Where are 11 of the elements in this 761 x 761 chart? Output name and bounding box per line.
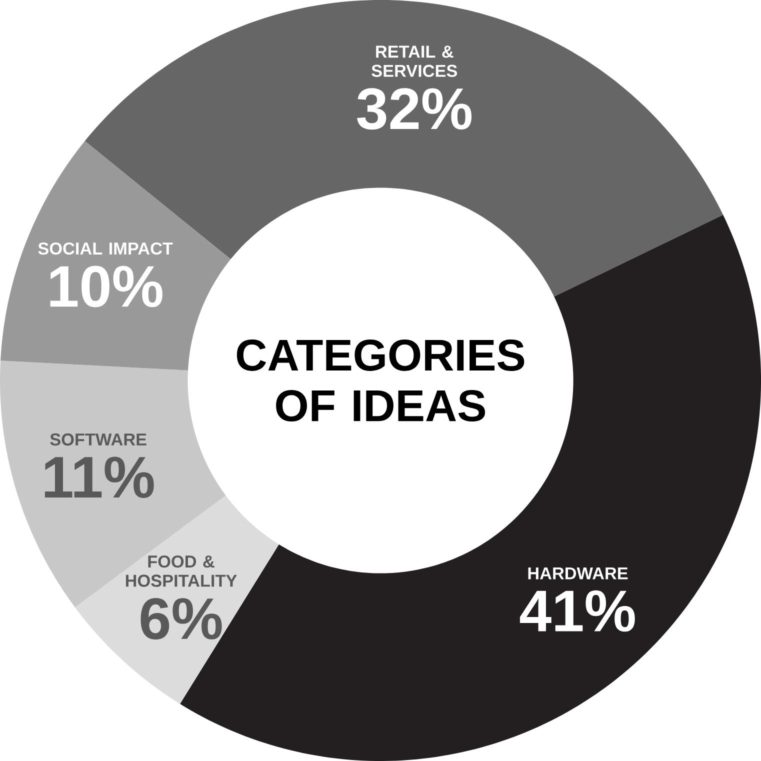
slice-label: HARDWARE xyxy=(528,567,628,580)
data-label: 32% xyxy=(357,88,472,130)
data-label: 6% xyxy=(140,598,222,640)
slice-label: SOFTWARE xyxy=(50,433,146,446)
data-label: 11% xyxy=(44,456,154,498)
slice-label: RETAIL & SERVICES xyxy=(372,46,458,77)
slice-label: SOCIAL IMPACT xyxy=(38,242,173,255)
data-label: 41% xyxy=(520,590,635,632)
slice-label: FOOD & HOSPITALITY xyxy=(126,555,237,587)
text: CATEGORIES OF IDEAS xyxy=(236,339,524,422)
data-label: 10% xyxy=(50,266,162,308)
